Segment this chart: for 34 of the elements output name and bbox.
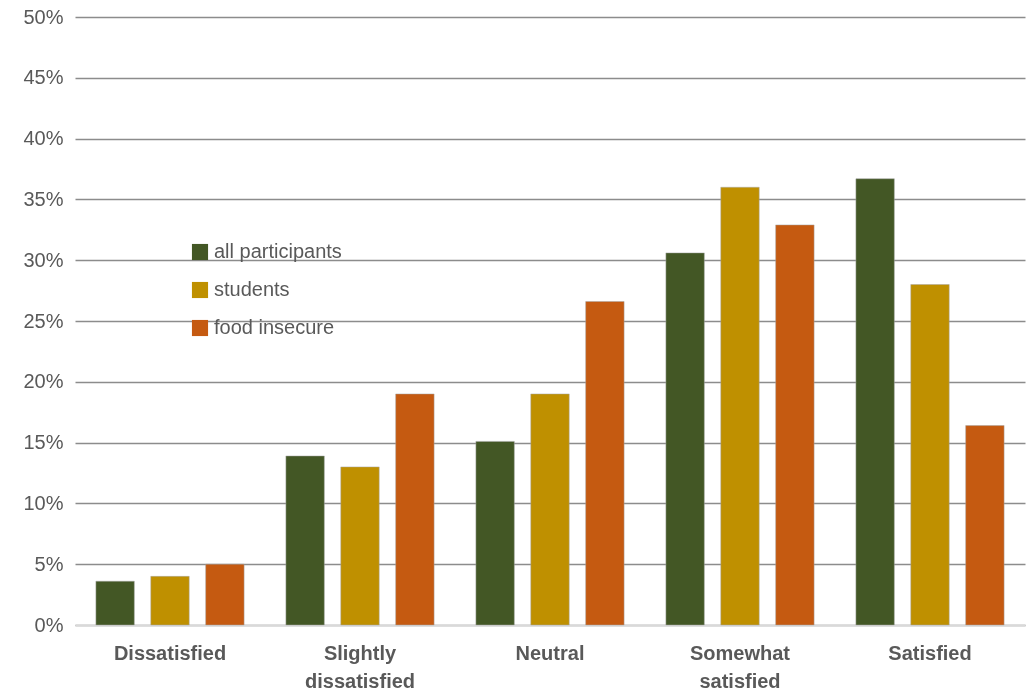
y-tick-label: 45% xyxy=(23,66,64,89)
y-tick-label: 15% xyxy=(23,431,64,454)
x-tick-label: Dissatisfied xyxy=(113,641,227,664)
bar xyxy=(720,186,760,626)
y-tick-label: 40% xyxy=(23,127,64,150)
y-tick-label: 35% xyxy=(23,187,64,210)
legend-label: food insecure xyxy=(214,316,335,338)
bar xyxy=(395,393,435,626)
y-tick-label: 0% xyxy=(34,613,64,636)
y-tick-label: 10% xyxy=(23,491,64,514)
y-tick-label: 5% xyxy=(34,552,64,575)
y-tick-label: 25% xyxy=(23,309,64,332)
bar xyxy=(585,301,625,626)
x-tick-label: Somewhat satisfied xyxy=(689,641,791,692)
x-tick-label: Satisfied xyxy=(888,641,972,664)
y-tick-label: 30% xyxy=(23,248,64,271)
legend-label: all participants xyxy=(214,240,342,262)
bar xyxy=(95,580,135,626)
bar xyxy=(910,284,950,626)
x-tick-label: Slightly dissatisfied xyxy=(304,641,416,692)
bar xyxy=(340,466,380,626)
bar xyxy=(965,425,1005,626)
bar xyxy=(665,252,705,626)
bar xyxy=(475,441,515,626)
bar xyxy=(205,563,245,626)
bar xyxy=(855,178,895,626)
bar xyxy=(775,224,815,626)
bar xyxy=(530,393,570,626)
bar xyxy=(150,576,190,626)
x-tick-label: Neutral xyxy=(515,641,585,664)
legend-label: students xyxy=(214,278,290,300)
y-tick-label: 50% xyxy=(23,5,64,28)
bar xyxy=(285,455,325,626)
y-tick-label: 20% xyxy=(23,370,64,393)
